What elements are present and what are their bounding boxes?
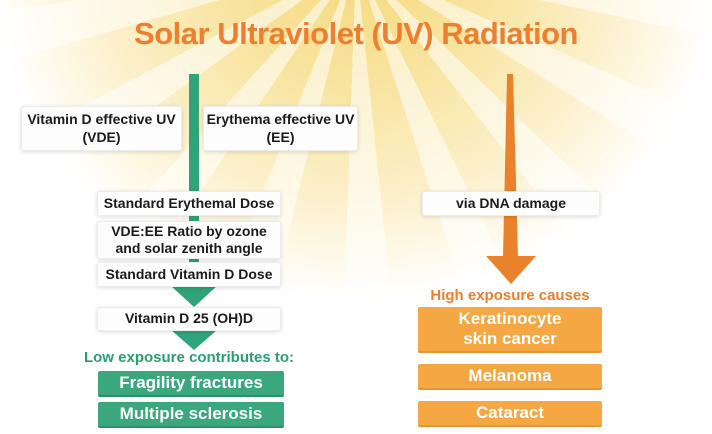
low-exposure-heading: Low exposure contributes to: (83, 349, 294, 366)
box-label: Standard Vitamin D Dose (105, 265, 273, 282)
box-label-line: VDE:EE Ratio by ozone (111, 222, 267, 239)
high-exposure-heading: High exposure causes (430, 287, 590, 304)
outcome-label: Fragility fractures (119, 372, 263, 392)
outcome-label: Cataract (475, 402, 545, 422)
box-label: Standard Erythemal Dose (103, 194, 275, 211)
box-label: via DNA damage (456, 194, 566, 211)
page-title: Solar Ultraviolet (UV) Radiation (134, 16, 578, 51)
outcome-melanoma: Melanoma (418, 364, 602, 390)
box-vitamin-d-25-ohd: Vitamin D 25 (OH)D (97, 307, 281, 331)
outcome-keratinocyte-skin-cancer: Keratinocyte skin cancer (418, 307, 602, 353)
green-down-arrowhead-icon (171, 330, 217, 350)
box-label-line: and solar zenith angle (115, 240, 263, 256)
box-standard-vitamin-d-dose: Standard Vitamin D Dose (97, 262, 281, 287)
outcome-multiple-sclerosis: Multiple sclerosis (98, 402, 284, 428)
orange-down-arrowhead-icon (486, 256, 536, 284)
box-vitamin-d-effective-uv: Vitamin D effective UV (VDE) (21, 106, 182, 151)
outcome-cataract: Cataract (418, 401, 602, 427)
green-down-arrowhead-icon (171, 286, 217, 307)
outcome-label-line: Keratinocyte (458, 308, 562, 328)
box-vde-ee-ratio: VDE:EE Ratio by ozone and solar zenith a… (97, 221, 281, 259)
box-standard-erythemal-dose: Standard Erythemal Dose (97, 191, 281, 216)
box-label-line: (VDE) (82, 128, 121, 145)
box-erythema-effective-uv: Erythema effective UV (EE) (203, 106, 358, 151)
outcome-label: Melanoma (468, 365, 552, 385)
box-label-line: Erythema effective UV (206, 111, 355, 127)
outcome-label-line: skin cancer (463, 329, 557, 348)
outcome-label: Multiple sclerosis (119, 403, 263, 423)
box-label-line: Vitamin D effective UV (27, 111, 176, 127)
box-via-dna-damage: via DNA damage (422, 191, 600, 216)
box-label: Vitamin D 25 (OH)D (124, 310, 254, 327)
outcome-fragility-fractures: Fragility fractures (98, 371, 284, 397)
box-label-line: (EE) (266, 128, 295, 145)
green-flow-arrow-shaft (189, 74, 199, 288)
